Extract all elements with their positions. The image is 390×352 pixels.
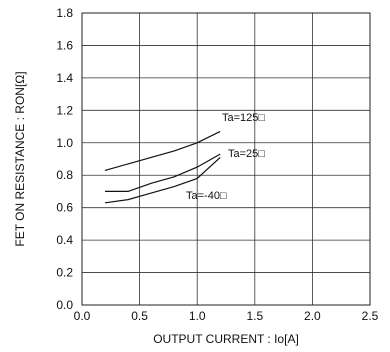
y-tick-label: 0.8 (56, 168, 73, 182)
y-tick-label: 0.4 (56, 233, 73, 247)
x-tick-label: 0.0 (74, 309, 91, 323)
y-tick-label: 1.2 (56, 103, 73, 117)
series-label: Ta=25□ (228, 148, 265, 160)
plot-frame (81, 12, 371, 306)
series-line (104, 130, 221, 171)
y-tick-label: 1.0 (56, 136, 73, 150)
y-tick-label: 0.6 (56, 201, 73, 215)
series-label: Ta=125□ (222, 112, 265, 124)
series-label: Ta=-40□ (186, 190, 227, 202)
x-tick-label: 1.0 (189, 309, 206, 323)
x-tick-label: 0.5 (131, 309, 148, 323)
series-layer: Ta=125□ Ta=25□ Ta=-40□ (104, 112, 265, 204)
y-tick-label: 1.6 (56, 38, 73, 52)
y-axis-title: FET ON RESISTANCE : RON[Ω] (13, 71, 27, 246)
x-tick-label: 2.5 (362, 309, 379, 323)
y-tick-label: 0.2 (56, 266, 73, 280)
grid-layer (82, 13, 370, 305)
y-tick-labels: 0.0 0.2 0.4 0.6 0.8 1.0 1.2 1.4 1.6 1.8 (56, 6, 73, 312)
y-tick-label: 1.4 (56, 71, 73, 85)
x-tick-labels: 0.0 0.5 1.0 1.5 2.0 2.5 (74, 309, 379, 323)
x-axis-title: OUTPUT CURRENT : Io[A] (153, 332, 299, 346)
series-line (105, 153, 221, 192)
x-tick-label: 2.0 (304, 309, 321, 323)
x-tick-label: 1.5 (246, 309, 263, 323)
y-tick-label: 0.0 (56, 298, 73, 312)
series-line (104, 156, 221, 204)
y-tick-label: 1.8 (56, 6, 73, 20)
